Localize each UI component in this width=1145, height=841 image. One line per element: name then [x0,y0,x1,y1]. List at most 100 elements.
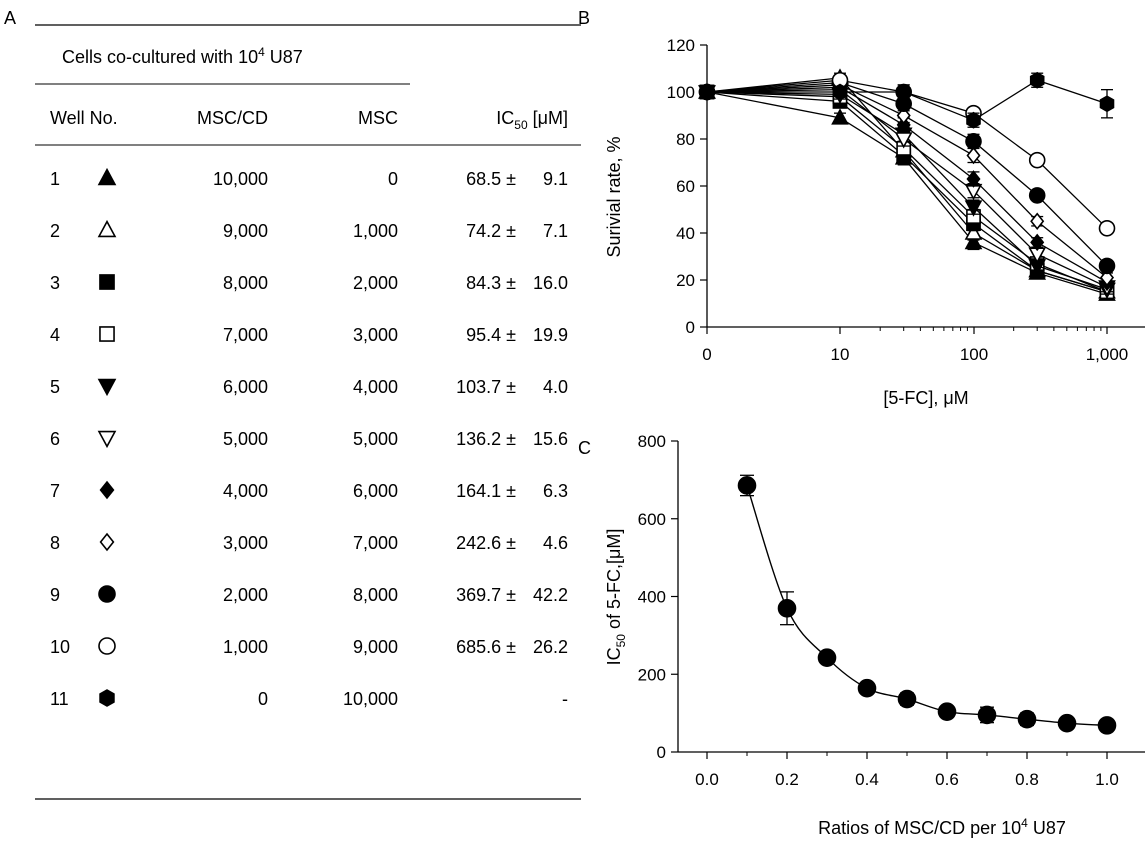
ic50-sd: 19.9 [533,325,568,345]
ic50-mean: 95.4 ± [466,325,516,345]
ic50-sd: 7.1 [543,221,568,241]
table-row: 10 1,000 9,000 685.6 ± 26.2 [50,637,568,657]
data-point [699,83,715,101]
panel-label-b: B [578,8,591,28]
ic50-mean: 74.2 ± [466,221,516,241]
data-point [1028,187,1046,204]
table-row: 5 6,000 4,000 103.7 ± 4.0 [50,377,568,397]
ic50-mean: 242.6 ± [456,533,516,553]
ic50-sd: 4.0 [543,377,568,397]
data-point [832,83,848,101]
data-point [1057,713,1077,733]
y-tick-label: 120 [667,36,695,55]
ic50-mean: 103.7 ± [456,377,516,397]
data-point [896,106,911,125]
msc-count: 7,000 [353,533,398,553]
msccd-count: 0 [258,689,268,709]
data-table: Cells co-cultured with 104 U87 Well No. … [35,24,581,800]
ic50-mean: 68.5 ± [466,169,516,189]
well-number: 4 [50,325,60,345]
data-point [897,689,917,709]
series-line [706,91,1108,293]
y-tick-label: 200 [638,665,666,684]
data-point [1099,95,1115,113]
well-number: 10 [50,637,70,657]
msc-count: 9,000 [353,637,398,657]
circle-open-marker-icon [98,637,116,655]
series-line [706,81,1108,267]
data-point [964,200,983,217]
ic50-mean: 369.7 ± [456,585,516,605]
diamond-open-marker-icon [99,532,115,552]
msccd-count: 10,000 [213,169,268,189]
data-point [857,678,877,698]
data-point [937,702,957,721]
circle-filled-marker-icon [98,585,116,603]
series-line [706,86,1108,283]
msc-count: 3,000 [353,325,398,345]
ic50-sd: 42.2 [533,585,568,605]
col-header-ic50: IC50 [μM] [496,108,568,132]
x-tick-label: 1.0 [1095,770,1119,789]
y-tick-label: 0 [657,743,666,762]
table-row: 1 10,000 0 68.5 ± 9.1 [50,167,568,189]
data-point [831,108,849,125]
well-number: 5 [50,377,60,397]
msccd-count: 4,000 [223,481,268,501]
ic50-sd: 15.6 [533,429,568,449]
data-point [965,133,982,150]
ic50-mean: 164.1 ± [456,481,516,501]
data-point [1098,257,1116,275]
msc-count: 10,000 [343,689,398,709]
panel-label-c: C [578,438,591,458]
col-header-msc: MSC [358,108,398,128]
x-tick-label: 0.4 [855,770,879,789]
msc-count: 1,000 [353,221,398,241]
square-filled-marker-icon [99,274,115,290]
x-tick-label: 0.0 [695,770,719,789]
y-tick-label: 40 [676,224,695,243]
table-row: 9 2,000 8,000 369.7 ± 42.2 [50,585,568,605]
msccd-count: 1,000 [223,637,268,657]
data-point [817,648,837,667]
col-header-msccd: MSC/CD [197,108,268,128]
table-row: 4 7,000 3,000 95.4 ± 19.9 [50,325,568,345]
ic50-mean: 685.6 ± [456,637,516,657]
msccd-count: 6,000 [223,377,268,397]
table-rows: 1 10,000 0 68.5 ± 9.1 2 9,000 1,000 74.2 ± 7.1 3 8,… [50,167,568,709]
chart-survival: Surivial rate, % [5-FC], μM 020406080100… [604,36,1145,408]
data-point [966,170,981,188]
y-tick-label: 400 [638,588,666,607]
ic50-sd: 6.3 [543,481,568,501]
data-point [1097,716,1117,735]
panel-label-a: A [4,8,17,28]
ic50-sd: 16.0 [533,273,568,293]
table-row: 7 4,000 6,000 164.1 ± 6.3 [50,480,568,501]
diamond-filled-marker-icon [99,480,115,500]
y-tick-label: 800 [638,432,666,451]
data-point [1098,220,1116,237]
well-number: 8 [50,533,60,553]
x-tick-label: 0.8 [1015,770,1039,789]
y-tick-label: 80 [676,130,695,149]
y-axis-label: IC50 of 5-FC,[μM] [604,529,628,666]
data-point [1028,151,1046,169]
x-tick-label: 100 [960,345,988,364]
x-axis-label: Ratios of MSC/CD per 104 U87 [818,816,1066,838]
series-hexagon-filled [699,71,1115,129]
triangle-up-filled-marker-icon [97,167,117,186]
y-tick-label: 100 [667,83,695,102]
y-axis-label: Surivial rate, % [604,136,624,257]
data-point [966,111,981,129]
well-number: 6 [50,429,60,449]
ic50-mean: 136.2 ± [456,429,516,449]
data-point [1030,212,1045,231]
data-point [896,83,911,101]
msccd-count: 3,000 [223,533,268,553]
series-line [707,79,1108,121]
data-point [1030,233,1045,252]
data-point [737,476,757,495]
series-line [706,88,1108,288]
table-row: 2 9,000 1,000 74.2 ± 7.1 [50,219,568,241]
